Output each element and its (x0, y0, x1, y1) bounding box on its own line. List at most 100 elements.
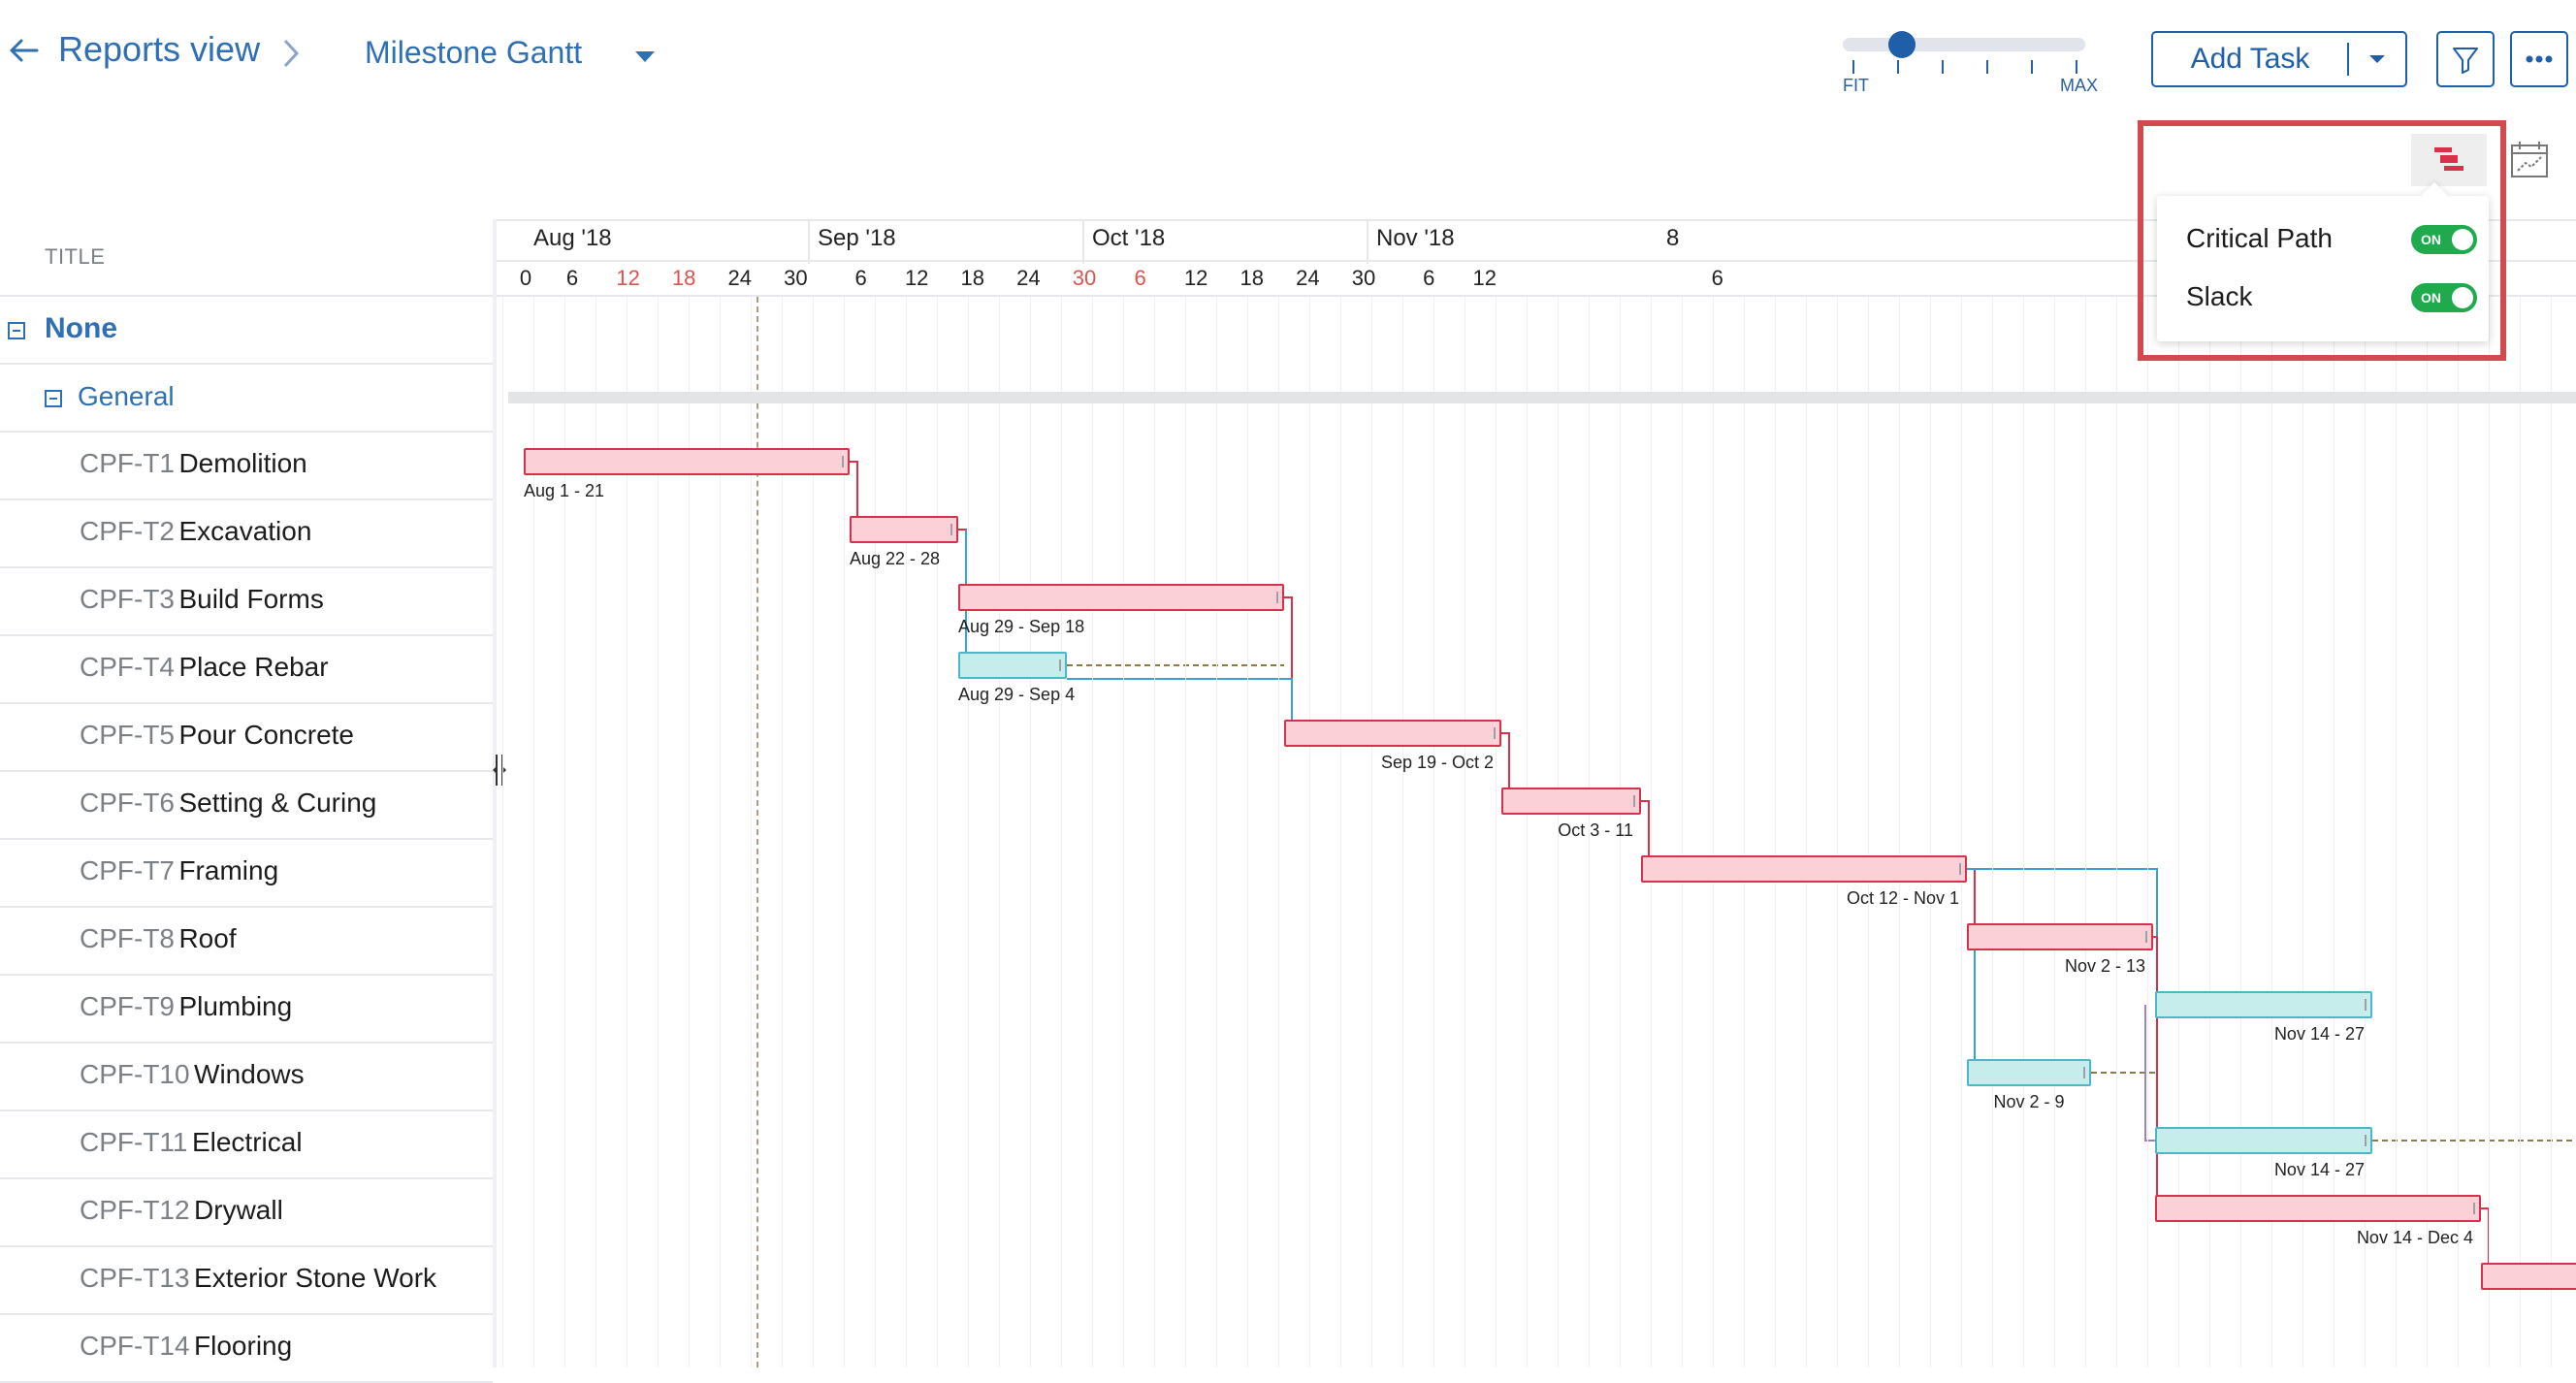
task-title[interactable]: CPF-T1 Demolition (80, 448, 307, 479)
task-name: Drywall (194, 1195, 283, 1225)
dependency-line (2153, 936, 2158, 1195)
bar-resize-grip[interactable] (1633, 795, 1635, 807)
critical-task-bar[interactable] (2155, 1195, 2481, 1222)
grid-line (2551, 297, 2552, 1367)
task-title[interactable]: CPF-T14 Flooring (80, 1331, 292, 1362)
pane-divider[interactable] (493, 219, 497, 1367)
bar-date-label: Sep 19 - Oct 2 (1380, 753, 1494, 772)
bar-resize-grip[interactable] (1959, 863, 1961, 875)
back-arrow-icon[interactable] (4, 29, 43, 72)
task-row[interactable]: CPF-T2 Excavation (0, 500, 493, 568)
bar-resize-grip[interactable] (1276, 592, 1278, 603)
task-row[interactable]: CPF-T6 Setting & Curing (0, 772, 493, 840)
task-title[interactable]: CPF-T9 Plumbing (80, 991, 292, 1022)
chevron-down-icon[interactable] (634, 50, 656, 64)
slack-toggle[interactable]: ON (2411, 283, 2477, 312)
baseline-calendar-icon[interactable] (2502, 134, 2557, 186)
bar-resize-grip[interactable] (1494, 727, 1496, 739)
zoom-tick (2076, 60, 2077, 74)
task-code: CPF-T11 (80, 1127, 188, 1157)
bar-resize-grip[interactable] (2145, 931, 2147, 943)
zoom-slider-knob[interactable] (1887, 31, 1916, 58)
critical-task-bar[interactable] (1284, 720, 1501, 747)
task-row[interactable]: CPF-T12 Drywall (0, 1179, 493, 1247)
task-bar[interactable] (2155, 1127, 2372, 1154)
grid-line (1061, 297, 1062, 1367)
task-row[interactable]: CPF-T4 Place Rebar (0, 636, 493, 704)
critical-path-icon[interactable] (2411, 134, 2487, 186)
task-row[interactable]: CPF-T1 Demolition (0, 433, 493, 500)
more-options-button[interactable] (2510, 31, 2568, 87)
task-title[interactable]: CPF-T8 Roof (80, 923, 237, 954)
task-row[interactable]: CPF-T10 Windows (0, 1044, 493, 1111)
task-row[interactable]: CPF-T3 Build Forms (0, 568, 493, 636)
zoom-slider[interactable]: FIT MAX (1843, 21, 2098, 99)
subgroup-row-general[interactable]: General (0, 365, 493, 433)
task-title[interactable]: CPF-T2 Excavation (80, 516, 311, 547)
task-title[interactable]: CPF-T11 Electrical (80, 1127, 303, 1158)
day-label: 30 (1072, 266, 1097, 290)
task-title[interactable]: CPF-T7 Framing (80, 855, 278, 886)
view-name[interactable]: Milestone Gantt (365, 35, 583, 70)
task-row[interactable]: CPF-T8 Roof (0, 908, 493, 976)
collapse-icon[interactable] (45, 390, 62, 407)
grid-line (1030, 297, 1031, 1367)
add-task-label[interactable]: Add Task (2190, 43, 2310, 75)
bar-resize-grip[interactable] (2365, 1135, 2367, 1146)
critical-task-bar[interactable] (850, 516, 958, 543)
task-title[interactable]: CPF-T6 Setting & Curing (80, 788, 376, 819)
grid-line (2520, 297, 2521, 1367)
critical-task-bar[interactable] (2481, 1263, 2576, 1290)
bar-resize-grip[interactable] (842, 456, 844, 467)
critical-task-bar[interactable] (1501, 788, 1641, 815)
task-title[interactable]: CPF-T5 Pour Concrete (80, 720, 354, 751)
bar-date-label: Nov 14 - 27 (2273, 1024, 2365, 1044)
critical-task-bar[interactable] (958, 584, 1284, 611)
grid-line (658, 297, 659, 1367)
toggle-state: ON (2421, 232, 2441, 247)
add-task-button[interactable]: Add Task (2151, 31, 2407, 87)
task-title[interactable]: CPF-T10 Windows (80, 1059, 305, 1090)
task-bar[interactable] (2155, 991, 2372, 1018)
bar-resize-grip[interactable] (2365, 999, 2367, 1011)
bar-resize-grip[interactable] (1059, 659, 1061, 671)
grid-line (2023, 297, 2024, 1367)
task-row[interactable]: CPF-T13 Exterior Stone Work (0, 1247, 493, 1315)
critical-task-bar[interactable] (1641, 855, 1967, 883)
task-name: Windows (194, 1059, 305, 1089)
breadcrumb-reports-view[interactable]: Reports view (58, 29, 261, 69)
task-row[interactable]: CPF-T7 Framing (0, 840, 493, 908)
task-bar[interactable] (1967, 1059, 2091, 1086)
task-name: Place Rebar (178, 652, 329, 682)
bar-resize-grip[interactable] (2083, 1067, 2085, 1078)
grid-line (1713, 297, 1714, 1367)
bar-date-label: Aug 1 - 21 (524, 481, 605, 500)
task-row[interactable]: CPF-T9 Plumbing (0, 976, 493, 1044)
filter-button[interactable] (2436, 31, 2495, 87)
collapse-icon[interactable] (8, 322, 25, 339)
critical-task-bar[interactable] (524, 448, 850, 475)
bar-resize-grip[interactable] (950, 524, 952, 535)
gantt-timeline[interactable]: Aug '18 Sep '18 Oct '18 Nov '18 8 0 6 12 18 24 30… (497, 219, 2576, 1367)
task-title[interactable]: CPF-T13 Exterior Stone Work (80, 1263, 436, 1294)
group-summary-bar[interactable] (508, 392, 2576, 403)
group-row-none[interactable]: None (0, 297, 493, 365)
task-title[interactable]: CPF-T12 Drywall (80, 1195, 283, 1226)
zoom-slider-track[interactable] (1843, 38, 2085, 51)
critical-path-toggle[interactable]: ON (2411, 225, 2477, 254)
task-row[interactable]: CPF-T11 Electrical (0, 1111, 493, 1179)
slack-option[interactable]: Slack ON (2186, 277, 2477, 316)
bar-date-label: Nov 14 - 27 (2273, 1160, 2365, 1179)
task-title[interactable]: CPF-T4 Place Rebar (80, 652, 329, 683)
critical-task-bar[interactable] (1967, 923, 2153, 950)
task-name: Electrical (191, 1127, 303, 1157)
task-row[interactable]: CPF-T5 Pour Concrete (0, 704, 493, 772)
task-row[interactable]: CPF-T14 Flooring (0, 1315, 493, 1383)
bar-resize-grip[interactable] (2473, 1203, 2475, 1214)
critical-path-option[interactable]: Critical Path ON (2186, 219, 2477, 258)
day-label: 24 (1016, 266, 1041, 290)
day-label: 6 (1134, 266, 1146, 290)
task-bar[interactable] (958, 652, 1067, 679)
chevron-down-icon[interactable] (2349, 33, 2405, 85)
task-title[interactable]: CPF-T3 Build Forms (80, 584, 324, 615)
